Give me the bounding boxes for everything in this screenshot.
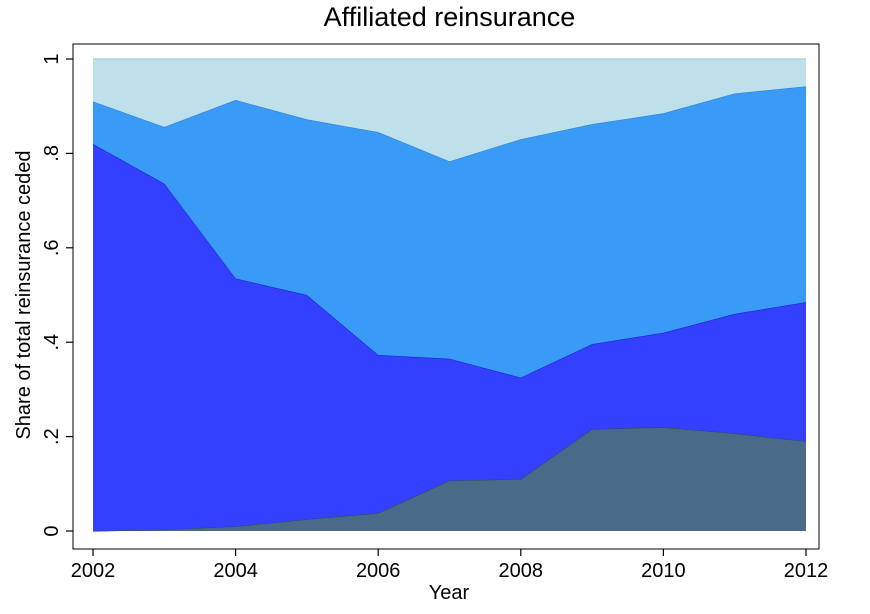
y-tick-label: .2 xyxy=(41,428,63,445)
x-tick-label: 2004 xyxy=(213,560,258,582)
y-axis-title: Share of total reinsurance ceded xyxy=(13,150,35,439)
y-tick-label: .8 xyxy=(41,145,63,162)
y-tick-label: 0 xyxy=(41,525,63,536)
y-tick-label: 1 xyxy=(41,53,63,64)
area-series-4 xyxy=(93,59,806,162)
y-tick-label: .6 xyxy=(41,239,63,256)
y-tick-label: .4 xyxy=(41,334,63,351)
area-series-2 xyxy=(93,143,806,531)
x-tick-label: 2008 xyxy=(499,560,544,582)
x-tick-label: 2010 xyxy=(641,560,686,582)
x-tick-label: 2006 xyxy=(356,560,401,582)
x-tick-label: 2002 xyxy=(71,560,116,582)
area-series-1 xyxy=(93,427,806,531)
area-series-3 xyxy=(93,86,806,378)
x-axis-title: Year xyxy=(429,582,470,604)
chart-title: Affiliated reinsurance xyxy=(323,2,576,32)
x-tick-label: 2012 xyxy=(784,560,829,582)
axis-layer: 0 .2 .4 .6 .8 1 2002 2004 2006 2008 2010 2012 xyxy=(41,53,828,582)
area-layer xyxy=(92,58,807,532)
